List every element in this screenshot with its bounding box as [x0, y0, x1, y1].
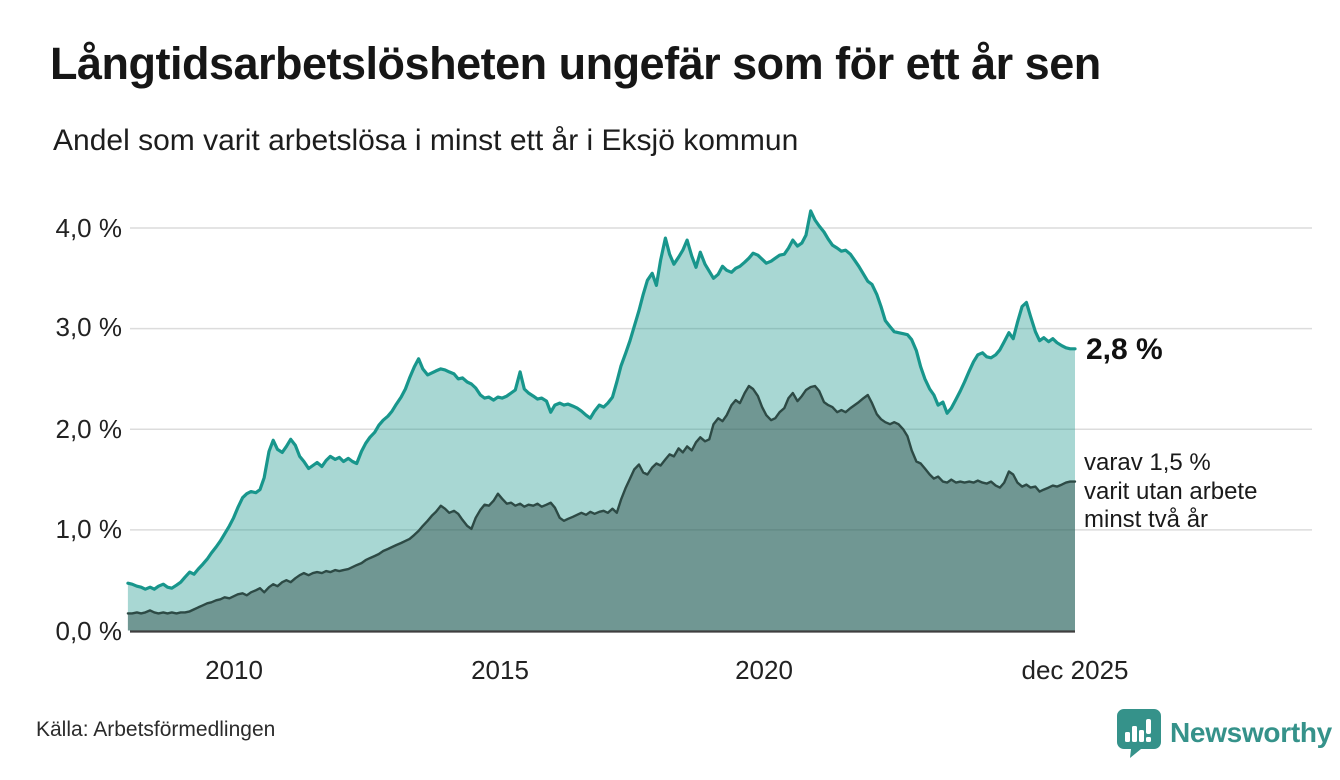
y-axis-tick-1: 1,0 %	[55, 514, 123, 544]
y-axis-tick-2: 2,0 %	[55, 414, 123, 444]
newsworthy-logo-text: Newsworthy	[1170, 717, 1332, 748]
source-attribution: Källa: Arbetsförmedlingen	[36, 718, 276, 741]
x-axis-tick-2015: 2015	[471, 655, 529, 685]
line-series-1	[126, 384, 1077, 615]
x-axis-tick-dec-2025: dec 2025	[1021, 655, 1129, 685]
logo-bar-icon	[1125, 732, 1130, 742]
page-title: Långtidsarbetslösheten ungefär som för e…	[50, 38, 1101, 89]
logo-exclamation-dot-icon	[1146, 737, 1151, 742]
y-axis-tick-4: 4,0 %	[55, 213, 123, 243]
area-series-1	[127, 386, 1075, 631]
logo-exclamation-icon	[1146, 719, 1151, 734]
x-axis-tick-2010: 2010	[205, 655, 263, 685]
y-axis-tick-3: 3,0 %	[55, 312, 123, 342]
area-series-0	[127, 210, 1075, 631]
x-axis-tick-2020: 2020	[735, 655, 793, 685]
newsworthy-logo: Newsworthy	[1115, 708, 1332, 758]
logo-bar-icon	[1139, 730, 1144, 742]
series-end-value-label: 2,8 %	[1086, 333, 1163, 366]
series2-annotation: varav 1,5 % varit utan arbete minst två …	[1084, 449, 1258, 533]
logo-bar-icon	[1132, 726, 1137, 742]
line-series-0	[126, 209, 1077, 591]
y-axis-tick-0: 0,0 %	[55, 616, 123, 646]
newsworthy-logo-icon	[1117, 709, 1161, 758]
chart-subtitle: Andel som varit arbetslösa i minst ett å…	[53, 124, 799, 157]
